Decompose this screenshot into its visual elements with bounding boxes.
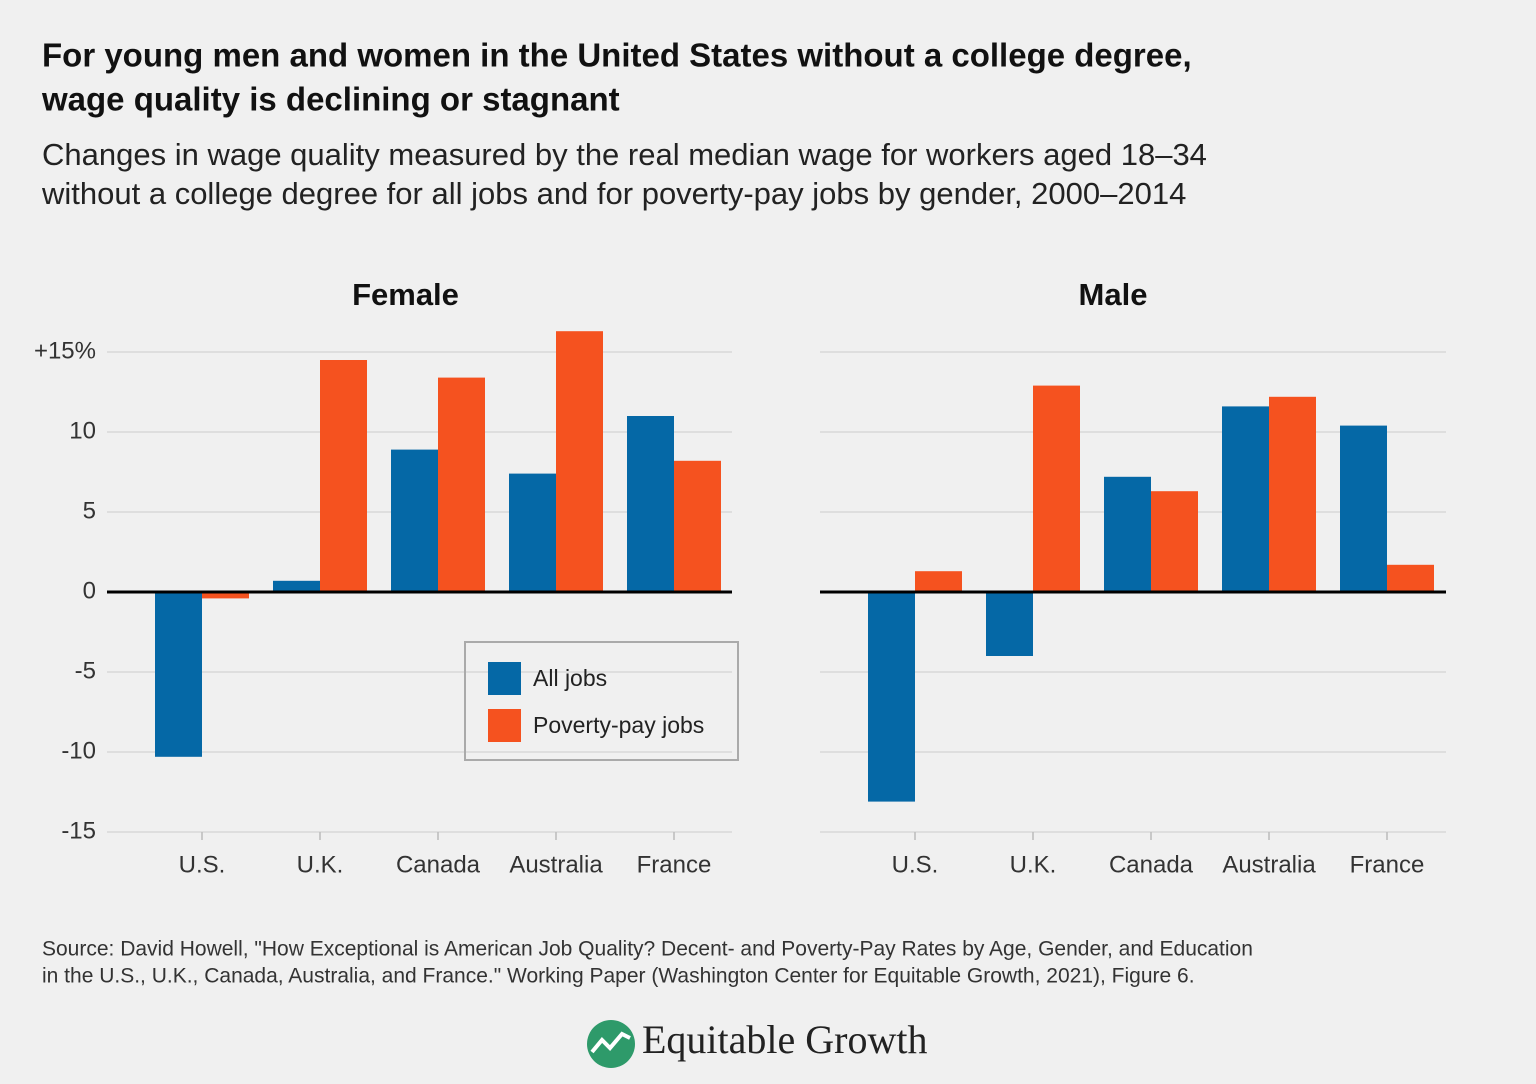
panel-title: Female — [352, 277, 459, 312]
x-tick-label: U.K. — [1010, 851, 1057, 878]
source-line: in the U.S., U.K., Canada, Australia, an… — [42, 965, 1195, 988]
subtitle-line: without a college degree for all jobs an… — [41, 176, 1186, 211]
bar — [438, 377, 485, 592]
bar — [868, 592, 915, 802]
y-tick-label: -5 — [75, 657, 96, 684]
bar — [202, 592, 249, 599]
x-tick-label: U.S. — [179, 851, 226, 878]
legend-swatch — [488, 709, 521, 742]
bar — [1033, 385, 1080, 592]
subtitle-line: Changes in wage quality measured by the … — [42, 137, 1207, 172]
bar — [915, 571, 962, 592]
bar — [1104, 476, 1151, 592]
bar — [1387, 564, 1434, 592]
x-tick-label: Canada — [1109, 851, 1194, 878]
bar — [674, 460, 721, 592]
y-tick-label: +15% — [34, 337, 96, 364]
bar — [1340, 425, 1387, 592]
source-line: Source: David Howell, "How Exceptional i… — [42, 938, 1253, 961]
bar — [391, 449, 438, 592]
x-tick-label: France — [1350, 851, 1425, 878]
bar — [320, 360, 367, 592]
x-tick-label: Australia — [509, 851, 603, 878]
x-tick-label: Australia — [1222, 851, 1316, 878]
bar — [627, 416, 674, 592]
y-tick-label: 10 — [69, 417, 96, 444]
legend-swatch — [488, 662, 521, 695]
title-line: For young men and women in the United St… — [42, 37, 1192, 74]
logo-line — [590, 1031, 631, 1054]
logo: Equitable Growth — [587, 1017, 928, 1068]
x-tick-label: France — [637, 851, 712, 878]
y-tick-label: 0 — [83, 577, 96, 604]
bar — [1151, 491, 1198, 592]
bar — [1222, 406, 1269, 592]
panel-title: Male — [1079, 277, 1148, 312]
bar — [273, 580, 320, 592]
bar — [986, 592, 1033, 656]
bar — [509, 473, 556, 592]
brand: Equitable Growth — [642, 1017, 928, 1062]
legend-label: Poverty-pay jobs — [533, 712, 704, 738]
x-tick-label: U.S. — [892, 851, 939, 878]
x-tick-label: Canada — [396, 851, 481, 878]
legend-box — [464, 641, 739, 761]
y-tick-label: 5 — [83, 497, 96, 524]
x-tick-label: U.K. — [297, 851, 344, 878]
bar — [1269, 396, 1316, 592]
bar — [155, 592, 202, 757]
title-line: wage quality is declining or stagnant — [41, 81, 620, 118]
y-tick-label: -10 — [61, 737, 96, 764]
y-tick-label: -15 — [61, 817, 96, 844]
bar — [556, 331, 603, 592]
legend-label: All jobs — [533, 665, 607, 691]
